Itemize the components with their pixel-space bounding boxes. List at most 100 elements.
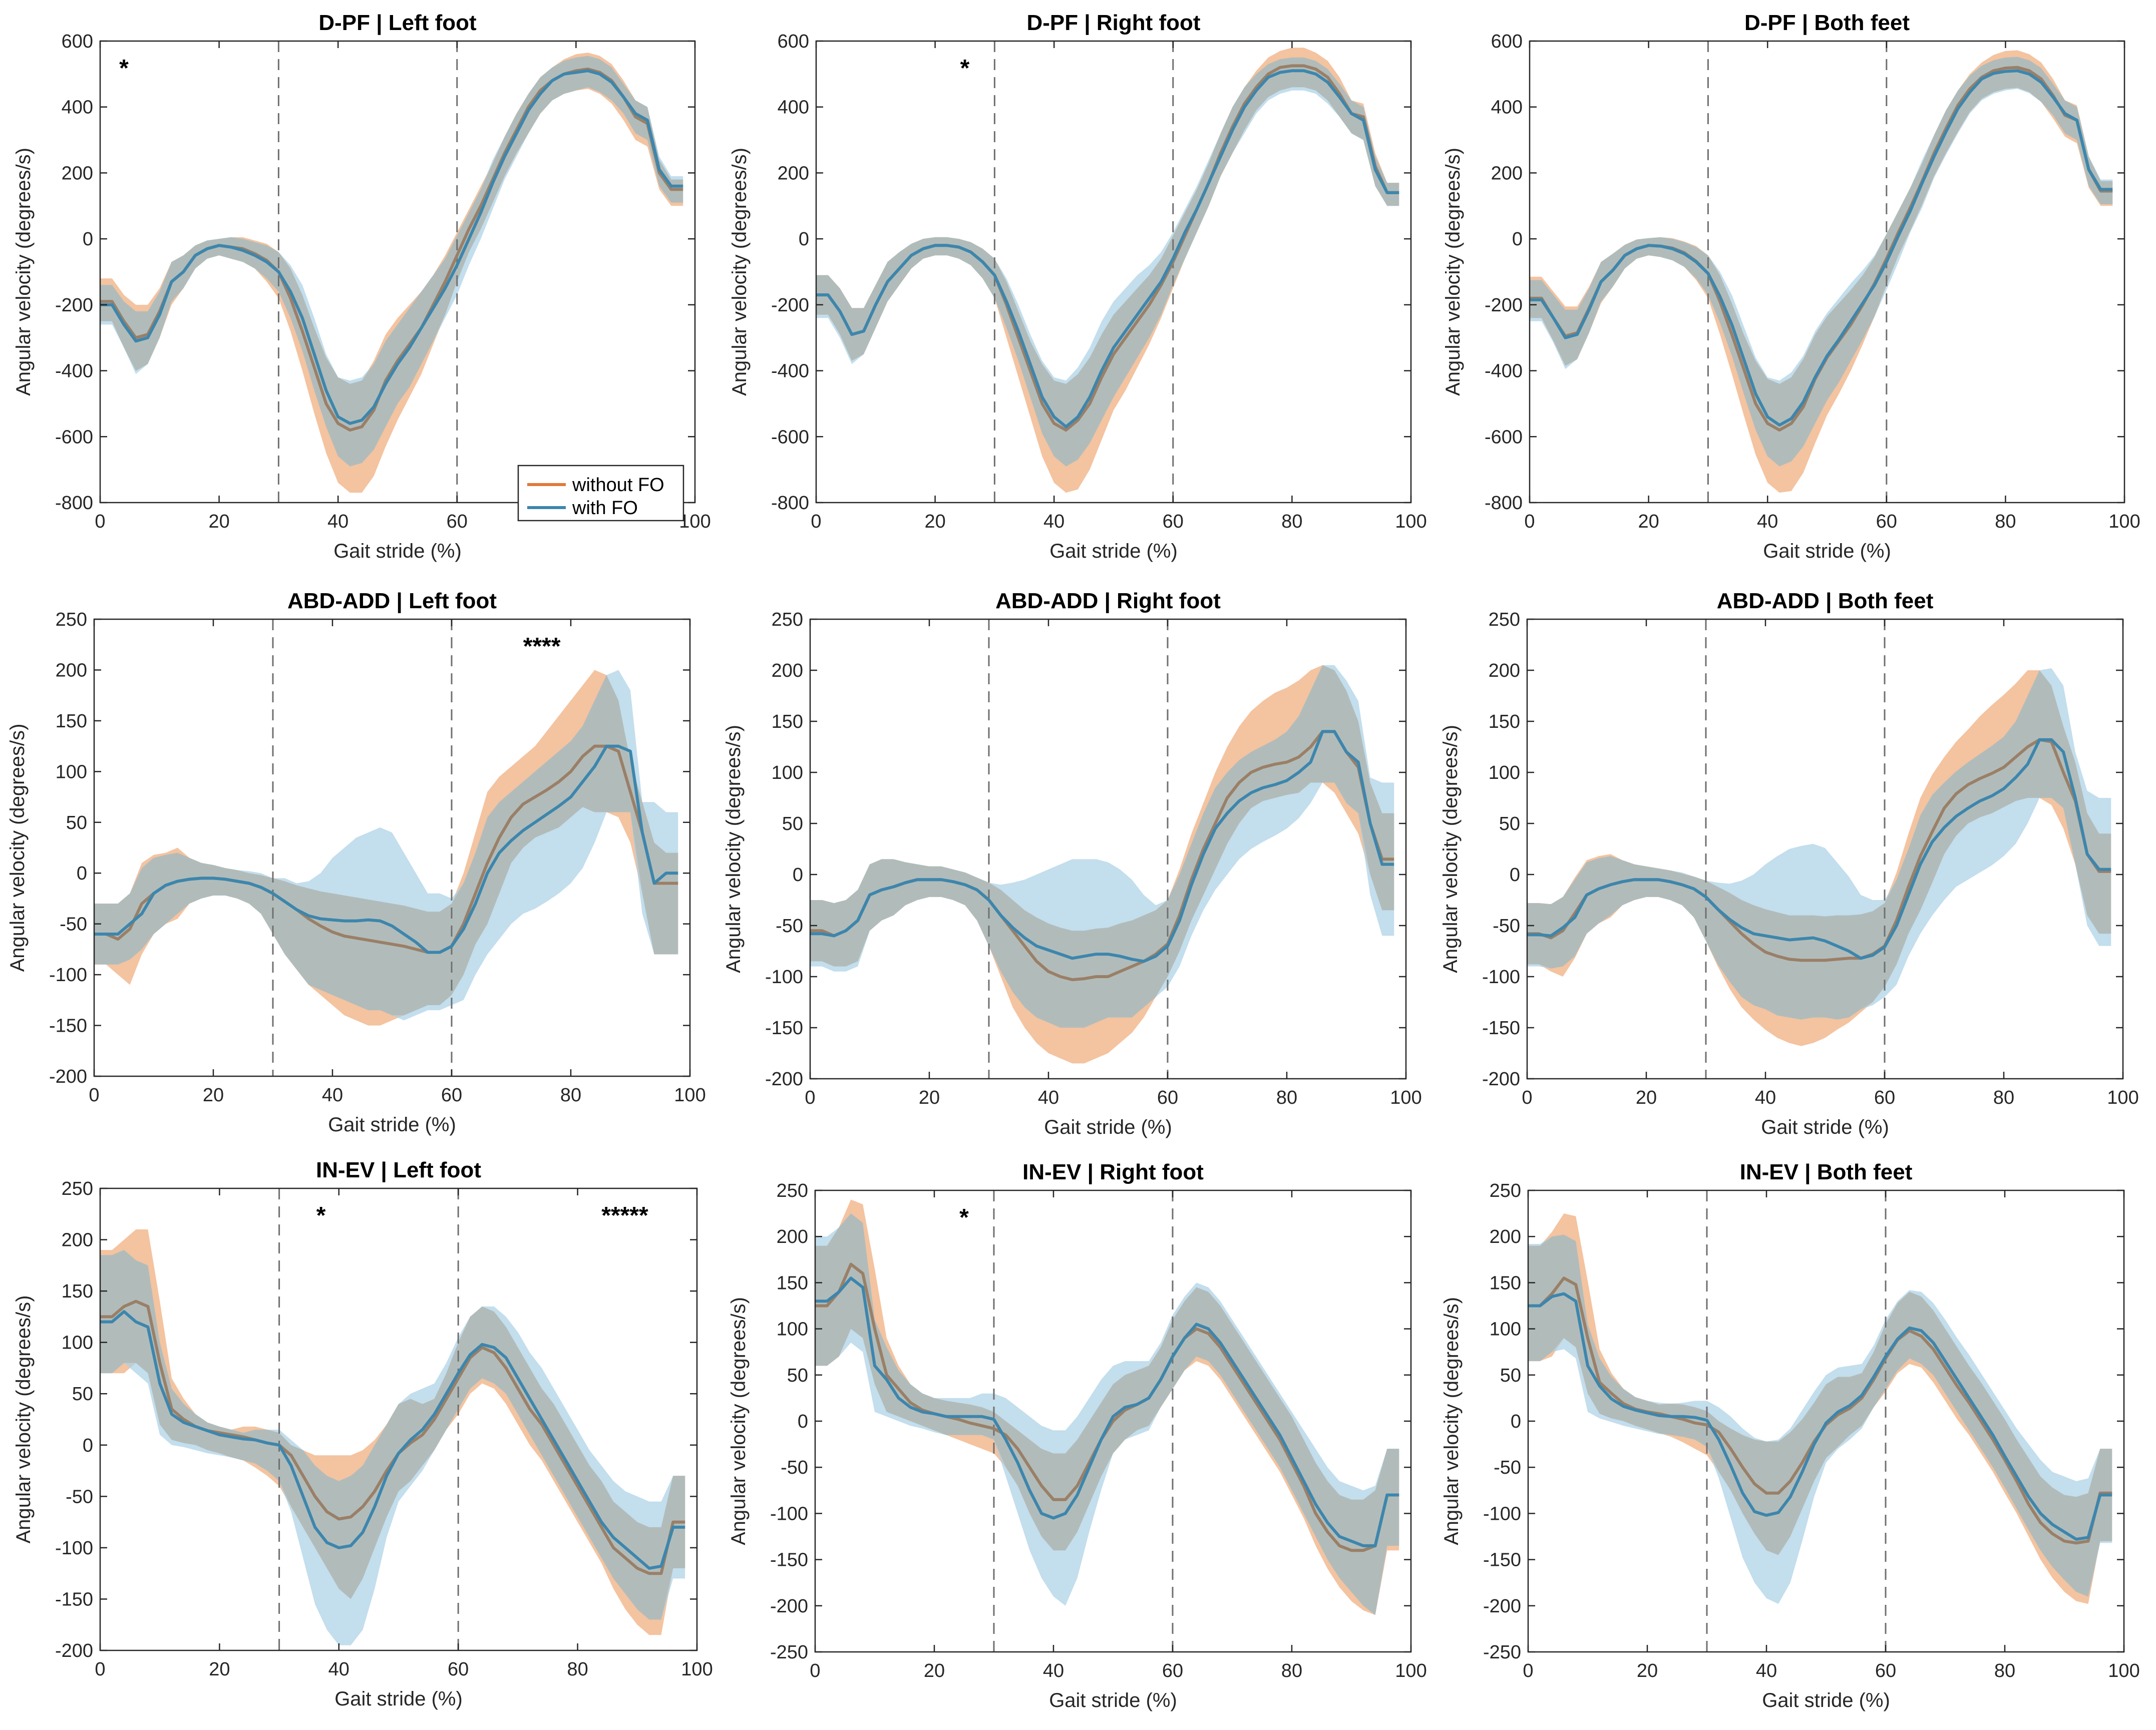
axes-box — [815, 40, 1412, 504]
y-tick-label: 50 — [66, 812, 87, 833]
y-tick-label: 600 — [1491, 31, 1523, 52]
y-tick-label: 150 — [1489, 711, 1520, 732]
y-tick-label: 200 — [1491, 163, 1523, 184]
y-tick-label: 200 — [772, 660, 803, 681]
y-tick-label: 50 — [782, 813, 803, 834]
panel-title: IN-EV | Left foot — [316, 1158, 481, 1183]
legend-box — [517, 465, 684, 522]
x-tick-label: 100 — [2108, 511, 2140, 532]
y-tick-label: -50 — [66, 1486, 93, 1507]
y-axis-label: Angular velocity (degrees/s) — [1442, 148, 1464, 396]
y-tick-label: 600 — [62, 31, 93, 52]
y-axis-label: Angular velocity (degrees/s) — [729, 148, 751, 396]
y-tick-label: 100 — [1490, 1319, 1521, 1340]
x-tick-label: 60 — [448, 1659, 469, 1680]
x-axis-label: Gait stride (%) — [1049, 1689, 1177, 1711]
x-tick-label: 80 — [567, 1659, 588, 1680]
x-axis-label: Gait stride (%) — [328, 1114, 456, 1136]
y-tick-label: -200 — [55, 1640, 93, 1661]
x-tick-label: 80 — [1281, 1660, 1302, 1681]
y-tick-label: 250 — [56, 609, 87, 630]
panel-4: 0 20 40 60 80 100 250 200 150 100 50 0 -50 -100 -150 -2… — [7, 589, 706, 1136]
x-tick-label: 60 — [1876, 511, 1897, 532]
x-tick-label: 80 — [1994, 1660, 2015, 1681]
y-tick-label: 50 — [787, 1365, 808, 1386]
y-tick-label: -100 — [49, 965, 87, 986]
x-tick-label: 40 — [328, 1659, 349, 1680]
x-tick-label: 60 — [1157, 1087, 1178, 1108]
y-tick-label: 400 — [778, 97, 809, 118]
axes-box — [99, 1187, 698, 1651]
y-tick-label: -50 — [1494, 1457, 1521, 1478]
y-tick-label: -800 — [55, 493, 93, 514]
y-tick-label: -200 — [765, 1069, 803, 1090]
significance-marker: **** — [523, 633, 561, 660]
y-tick-label: -250 — [770, 1642, 808, 1663]
panel-title: ABD-ADD | Left foot — [287, 589, 497, 614]
y-tick-label: 200 — [1489, 660, 1520, 681]
x-tick-label: 100 — [1390, 1087, 1421, 1108]
x-tick-label: 0 — [811, 511, 821, 532]
y-tick-label: 400 — [1491, 97, 1523, 118]
x-axis-label: Gait stride (%) — [334, 1688, 463, 1710]
y-tick-label: 100 — [1489, 762, 1520, 783]
panels: 0 20 40 60 1006004002000-200-400-600-800D-PF… — [7, 11, 2140, 1711]
y-tick-label: 0 — [798, 1411, 808, 1432]
y-tick-label: -200 — [1483, 1596, 1521, 1617]
panel-title: D-PF | Left foot — [318, 11, 477, 36]
y-tick-label: 50 — [72, 1384, 93, 1405]
panel-title: ABD-ADD | Right foot — [995, 589, 1221, 614]
x-tick-label: 40 — [1043, 511, 1064, 532]
y-tick-label: 250 — [772, 609, 803, 630]
panel-8: 0 20 40 60 80 100 250 200 150 100 50 0 -50 -100 -150 -2… — [728, 1160, 1427, 1711]
y-tick-label: 0 — [1510, 864, 1520, 886]
y-tick-label: 600 — [778, 31, 809, 52]
y-tick-label: -150 — [49, 1016, 87, 1037]
line-with-fo — [1530, 69, 2113, 427]
significance-marker: * — [960, 55, 970, 82]
significance-marker: * — [316, 1202, 326, 1229]
y-tick-label: -50 — [60, 914, 87, 935]
y-tick-label: 0 — [83, 1435, 93, 1456]
x-axis-label: Gait stride (%) — [1763, 540, 1891, 562]
y-tick-label: -400 — [1485, 361, 1523, 382]
x-tick-label: 20 — [919, 1087, 940, 1108]
x-axis-label: Gait stride (%) — [333, 540, 462, 562]
x-tick-label: 60 — [1875, 1660, 1896, 1681]
y-tick-label: -50 — [781, 1457, 808, 1478]
y-tick-label: 0 — [793, 864, 803, 886]
x-axis-label: Gait stride (%) — [1044, 1116, 1172, 1138]
band-without-fo — [94, 670, 678, 1026]
x-tick-label: 20 — [209, 1659, 230, 1680]
x-tick-label: 40 — [1755, 1087, 1776, 1108]
x-tick-label: 100 — [1395, 511, 1426, 532]
y-tick-label: 100 — [56, 761, 87, 782]
plot-area — [100, 41, 683, 503]
y-axis-label: Angular velocity (degrees/s) — [13, 1295, 35, 1544]
x-tick-label: 80 — [1993, 1087, 2014, 1108]
y-tick-label: 0 — [1512, 229, 1523, 250]
plot-area — [100, 1188, 685, 1650]
band-overlap — [1527, 670, 2111, 1020]
panel-9: 0 20 40 60 80 100 250 200 150 100 50 0 -50 -100 -150 -2… — [1441, 1160, 2140, 1711]
x-tick-label: 100 — [1395, 1660, 1426, 1681]
axes-box — [1526, 618, 2124, 1080]
band-with-fo — [94, 670, 678, 1021]
x-tick-label: 60 — [1163, 511, 1184, 532]
band-overlap — [94, 675, 678, 1016]
y-tick-label: -800 — [1485, 493, 1523, 514]
x-tick-label: 100 — [681, 1659, 712, 1680]
panel-1: 0 20 40 60 100 600 400 200 0 -200 -400 -600 -800 D-PF… — [13, 11, 711, 562]
x-tick-label: 100 — [679, 511, 710, 532]
x-tick-label: 80 — [560, 1085, 581, 1106]
plot-area — [816, 41, 1399, 503]
axes-box — [1529, 40, 2125, 504]
y-tick-label: 150 — [56, 711, 87, 732]
line-with-fo — [100, 1310, 685, 1570]
line-with-fo — [810, 730, 1394, 963]
y-tick-label: -800 — [771, 493, 809, 514]
y-tick-label: -150 — [1483, 1550, 1521, 1571]
x-tick-label: 20 — [208, 511, 229, 532]
y-tick-label: -50 — [776, 916, 803, 937]
